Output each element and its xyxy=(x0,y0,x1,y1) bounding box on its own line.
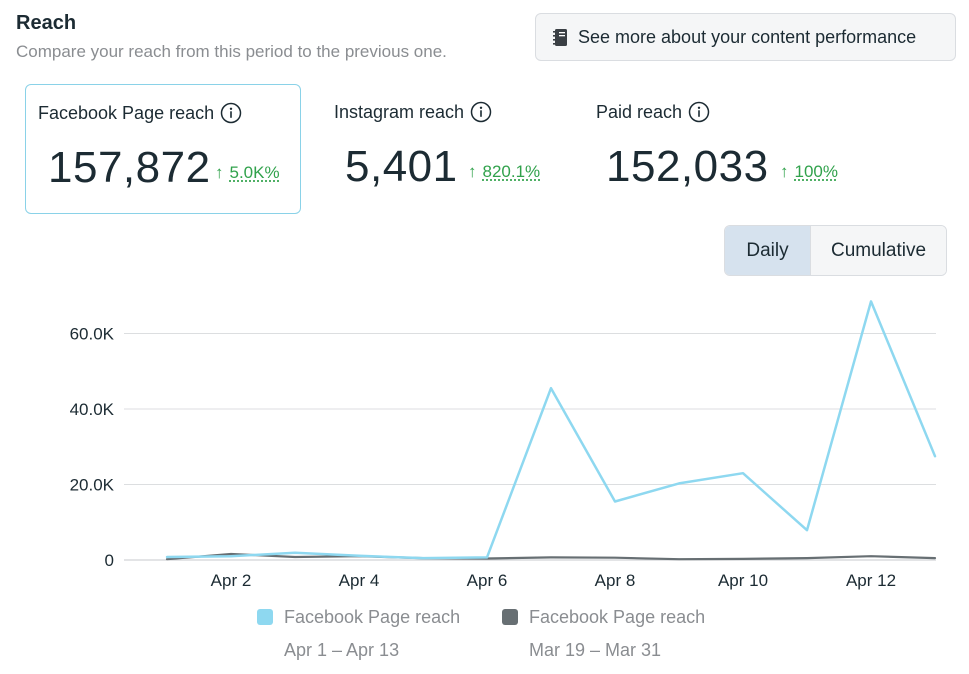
instagram-reach-label: Instagram reach xyxy=(334,101,465,122)
x-tick-label: Apr 4 xyxy=(339,571,380,590)
y-tick-label: 60.0K xyxy=(70,325,115,344)
x-tick-label: Apr 12 xyxy=(846,571,896,590)
facebook-reach-delta: ↑ 5.0K% xyxy=(215,163,280,183)
paid-reach-delta: ↑ 100% xyxy=(780,162,838,182)
y-tick-label: 0 xyxy=(105,551,114,570)
instagram-reach-card[interactable]: Instagram reach 5,401 ↑ 820.1% xyxy=(322,84,582,214)
legend-label-previous: Facebook Page reach xyxy=(529,607,706,627)
view-toggle: Daily Cumulative xyxy=(724,225,947,276)
arrow-up-icon: ↑ xyxy=(468,162,477,181)
legend-swatch-current xyxy=(257,609,273,625)
content-performance-button[interactable]: See more about your content performance xyxy=(535,13,956,61)
arrow-up-icon: ↑ xyxy=(780,162,789,181)
daily-toggle-button[interactable]: Daily xyxy=(725,226,811,275)
section-subtitle: Compare your reach from this period to t… xyxy=(16,42,447,61)
paid-reach-label-wrap: Paid reach xyxy=(596,101,710,123)
series-line-previous xyxy=(165,552,937,561)
x-tick-label: Apr 10 xyxy=(718,571,768,590)
paid-reach-label: Paid reach xyxy=(596,101,683,122)
notebook-icon xyxy=(553,28,567,46)
facebook-reach-value: 157,872 xyxy=(48,143,211,192)
facebook-reach-label: Facebook Page reach xyxy=(38,102,215,123)
y-tick-label: 40.0K xyxy=(70,400,115,419)
arrow-up-icon: ↑ xyxy=(215,163,224,182)
y-tick-label: 20.0K xyxy=(70,476,115,495)
facebook-reach-label-wrap: Facebook Page reach xyxy=(38,102,242,124)
legend-swatch-previous xyxy=(502,609,518,625)
instagram-reach-delta: ↑ 820.1% xyxy=(468,162,540,182)
x-tick-label: Apr 6 xyxy=(467,571,508,590)
section-title: Reach xyxy=(16,12,77,34)
legend-range-current: Apr 1 – Apr 13 xyxy=(284,640,400,660)
x-tick-label: Apr 2 xyxy=(211,571,252,590)
content-performance-label: See more about your content performance xyxy=(578,26,917,47)
paid-reach-value: 152,033 xyxy=(606,142,769,191)
reach-line-chart: 0 20.0K 40.0K 60.0K Apr 2 Apr 4 Apr 6 Apr 8 Apr … xyxy=(70,300,937,590)
instagram-reach-value: 5,401 xyxy=(345,142,458,191)
instagram-reach-delta-value[interactable]: 820.1% xyxy=(482,162,541,181)
cumulative-toggle-button[interactable]: Cumulative xyxy=(811,226,946,275)
series-line-current xyxy=(165,300,937,560)
facebook-reach-card[interactable]: Facebook Page reach 157,872 ↑ 5.0K% xyxy=(25,84,301,214)
facebook-reach-delta-value[interactable]: 5.0K% xyxy=(229,163,280,182)
info-icon[interactable] xyxy=(688,101,710,123)
paid-reach-card[interactable]: Paid reach 152,033 ↑ 100% xyxy=(584,84,874,214)
x-tick-label: Apr 8 xyxy=(595,571,636,590)
paid-reach-delta-value[interactable]: 100% xyxy=(794,162,838,181)
instagram-reach-label-wrap: Instagram reach xyxy=(334,101,492,123)
info-icon[interactable] xyxy=(470,101,492,123)
legend-range-previous: Mar 19 – Mar 31 xyxy=(529,640,662,660)
legend-label-current: Facebook Page reach xyxy=(284,607,461,627)
info-icon[interactable] xyxy=(220,102,242,124)
